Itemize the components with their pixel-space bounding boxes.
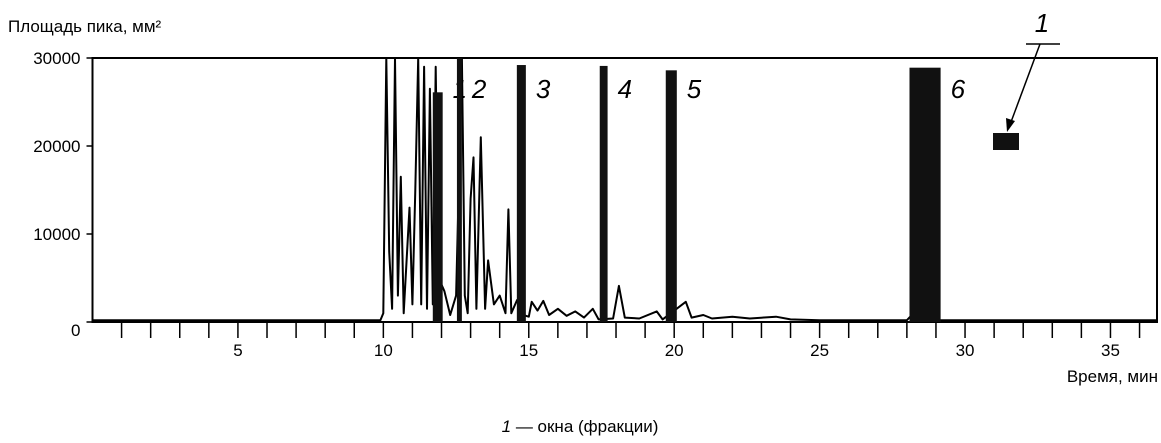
trace-line bbox=[92, 57, 1157, 322]
plot-frame bbox=[91, 57, 1158, 323]
y-tick-label: 30000 bbox=[33, 49, 80, 68]
window-label: 5 bbox=[687, 74, 702, 104]
legend-swatch bbox=[993, 133, 1019, 150]
legend-arrow bbox=[1010, 43, 1041, 123]
window-label: 3 bbox=[536, 74, 551, 104]
y-tick-label: 0 bbox=[71, 321, 80, 340]
x-tick-label: 20 bbox=[665, 341, 684, 360]
x-axis-label: Время, мин bbox=[1067, 367, 1158, 386]
fraction-window bbox=[665, 70, 677, 322]
x-tick-label: 30 bbox=[956, 341, 975, 360]
x-tick-label: 10 bbox=[374, 341, 393, 360]
x-tick-label: 25 bbox=[810, 341, 829, 360]
fraction-window bbox=[909, 67, 941, 323]
x-tick-label: 35 bbox=[1101, 341, 1120, 360]
caption-text: — окна (фракции) bbox=[516, 417, 659, 436]
y-tick-label: 20000 bbox=[33, 137, 80, 156]
fraction-window bbox=[599, 65, 608, 323]
fraction-window bbox=[432, 92, 443, 322]
window-label: 6 bbox=[951, 74, 966, 104]
window-label: 2 bbox=[471, 74, 487, 104]
x-tick-label: 15 bbox=[519, 341, 538, 360]
caption-key: 1 bbox=[502, 417, 511, 436]
caption: 1 — окна (фракции) bbox=[502, 417, 659, 436]
legend-key: 1 bbox=[1035, 8, 1049, 38]
window-label: 4 bbox=[618, 74, 632, 104]
legend-arrowhead bbox=[1006, 118, 1015, 132]
fraction-window bbox=[516, 65, 526, 322]
fraction-window bbox=[456, 58, 462, 322]
y-tick-label: 10000 bbox=[33, 225, 80, 244]
x-tick-label: 5 bbox=[233, 341, 242, 360]
y-axis-label: Площадь пика, мм² bbox=[8, 17, 162, 36]
